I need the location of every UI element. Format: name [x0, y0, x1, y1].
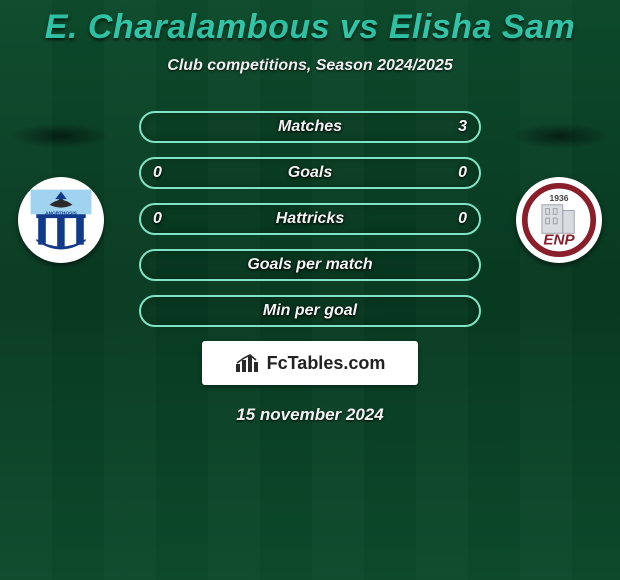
enp-crest-icon: 1936 ENP: [521, 182, 597, 258]
page-subtitle: Club competitions, Season 2024/2025: [0, 57, 620, 75]
stat-pill-hattricks: 0 Hattricks 0: [139, 203, 481, 235]
stat-label: Min per goal: [263, 302, 357, 320]
stat-label: Matches: [278, 118, 342, 136]
stat-label: Hattricks: [276, 210, 344, 228]
stat-pill-goals: 0 Goals 0: [139, 157, 481, 189]
stat-pill-matches: Matches 3: [139, 111, 481, 143]
svg-text:1936: 1936: [549, 193, 568, 203]
player-shadow-left: [10, 123, 110, 149]
stat-right-value: 0: [458, 210, 467, 228]
comparison-arena: ANORTHOSIS 1936 ENP Matches 3 0: [0, 111, 620, 425]
stat-pill-min-per-goal: Min per goal: [139, 295, 481, 327]
stat-label: Goals: [288, 164, 332, 182]
stat-label: Goals per match: [247, 256, 372, 274]
comparison-date: 15 november 2024: [0, 405, 620, 425]
stat-pill-list: Matches 3 0 Goals 0 0 Hattricks 0 Goals …: [139, 111, 481, 327]
svg-text:ANORTHOSIS: ANORTHOSIS: [45, 210, 77, 216]
stat-left-value: 0: [153, 210, 162, 228]
stat-right-value: 3: [458, 118, 467, 136]
fctables-badge[interactable]: FcTables.com: [202, 341, 418, 385]
svg-text:ENP: ENP: [543, 232, 575, 249]
club-crest-left: ANORTHOSIS: [18, 177, 104, 263]
club-crest-right: 1936 ENP: [516, 177, 602, 263]
fctables-badge-text: FcTables.com: [267, 353, 386, 374]
stat-left-value: 0: [153, 164, 162, 182]
stat-right-value: 0: [458, 164, 467, 182]
bar-chart-icon: [235, 352, 261, 374]
player-shadow-right: [510, 123, 610, 149]
anorthosis-crest-icon: ANORTHOSIS: [23, 182, 99, 258]
stat-pill-goals-per-match: Goals per match: [139, 249, 481, 281]
page-title: E. Charalambous vs Elisha Sam: [0, 0, 620, 47]
